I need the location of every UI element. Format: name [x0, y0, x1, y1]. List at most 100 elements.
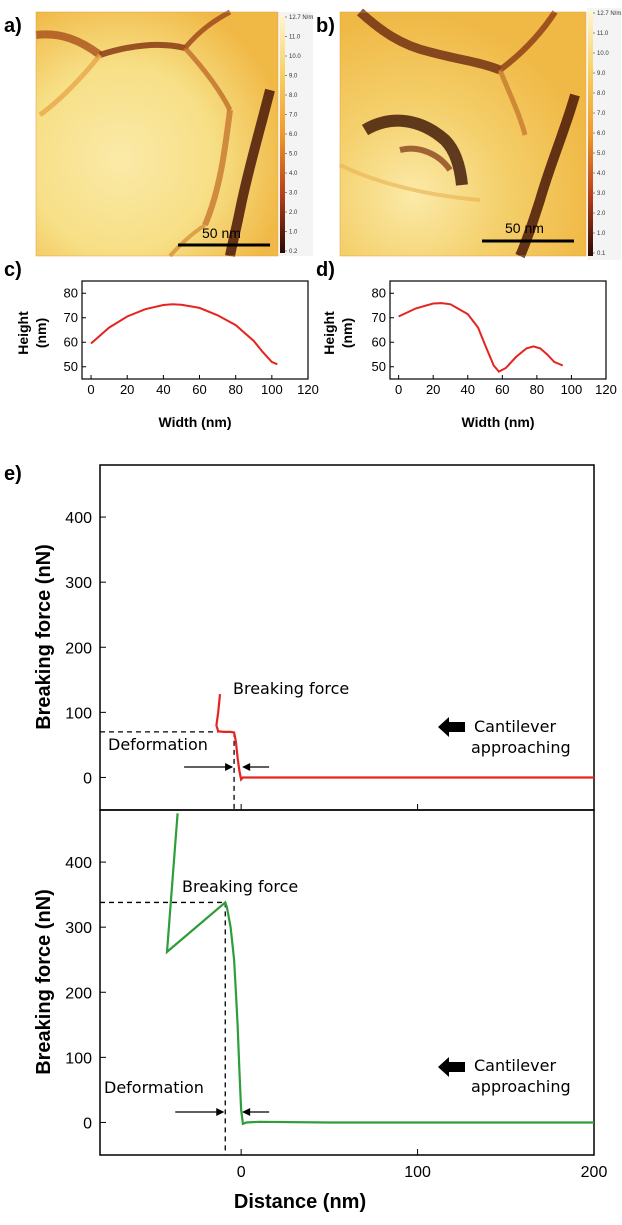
y-tick-label: 300	[65, 575, 92, 592]
chart-e-top: 0 100 200 300 400 Breaking force Deformation…	[33, 464, 595, 811]
chart-d: 0 20 40 60 80 100 120 50 60 70 80 Height (nm) Widt…	[321, 280, 617, 430]
colorbar-tick-label-a: 6.0	[289, 132, 298, 138]
y-axis-label-d-2: (nm)	[339, 318, 355, 348]
panel-label-c: c)	[4, 259, 22, 281]
x-tick-label: 120	[595, 382, 617, 397]
x-tick-label: 40	[461, 382, 475, 397]
y-tick-label: 0	[83, 1115, 92, 1132]
y-tick-label: 0	[83, 770, 92, 787]
deformation-annotation-bottom: Deformation	[104, 1078, 204, 1097]
colorbar-tick-label-a: 3.0	[289, 191, 298, 197]
x-tick-label: 100	[261, 382, 283, 397]
y-axis-label-e-top: Breaking force (nN)	[33, 544, 55, 730]
x-tick-label: 60	[495, 382, 509, 397]
y-axis-label-c-1: Height	[15, 311, 31, 355]
y-tick-label: 300	[65, 920, 92, 937]
colorbar-tick-label-b: 6.0	[597, 131, 606, 137]
deformation-annotation-top: Deformation	[108, 735, 208, 754]
y-axis-label-e-bottom: Breaking force (nN)	[33, 889, 55, 1075]
colorbar-tick-label-a: 9.0	[289, 74, 298, 80]
y-tick-label: 200	[65, 640, 92, 657]
colorbar-tick-label-a: 8.0	[289, 93, 298, 99]
colorbar-tick-label-a: 11.0	[289, 35, 301, 41]
breaking-force-annotation-bottom: Breaking force	[182, 877, 298, 896]
colorbar-tick-label-b: 5.0	[597, 151, 606, 157]
breaking-force-annotation-top: Breaking force	[233, 679, 349, 698]
approach-arrow-icon-bottom	[438, 1057, 465, 1077]
colorbar-tick-label-b: 11.0	[597, 31, 609, 37]
x-tick-label: 0	[87, 382, 94, 397]
colorbar-tick-label-b: 2.0	[597, 211, 606, 217]
colorbar-tick-label-b: 12.7 N/m	[597, 11, 621, 17]
afm-image-a	[35, 9, 279, 258]
colorbar-tick-label-b: 3.0	[597, 191, 606, 197]
arrowhead-icon	[216, 1108, 225, 1116]
scale-bar-label-a: 50 nm	[202, 225, 241, 241]
panel-label-e: e)	[4, 463, 22, 485]
colorbar-tick-label-a: 10.0	[289, 54, 301, 60]
colorbar-tick-label-b: 9.0	[597, 71, 606, 77]
colorbar-tick-label-b: 10.0	[597, 51, 609, 57]
x-tick-label: 100	[561, 382, 583, 397]
arrowhead-icon	[242, 1108, 251, 1116]
y-tick-label: 50	[372, 359, 386, 374]
y-tick-label: 400	[65, 510, 92, 527]
chart-e-bottom: 0 100 200 0 100 200 300 400 Breaking force Defo…	[33, 809, 608, 1213]
x-axis-label-d: Width (nm)	[462, 414, 535, 430]
y-tick-label: 80	[372, 285, 386, 300]
colorbar-tick-label-b: 7.0	[597, 111, 606, 117]
series-line-c	[90, 303, 278, 366]
colorbar-tick-label-a: 2.0	[289, 210, 298, 216]
x-tick-label: 0	[395, 382, 402, 397]
x-tick-label: 20	[120, 382, 134, 397]
colorbar-tick-label-a: 1.0	[289, 230, 298, 236]
x-tick-label: 80	[530, 382, 544, 397]
x-tick-label: 20	[426, 382, 440, 397]
y-tick-label: 70	[64, 310, 78, 325]
y-tick-label: 70	[372, 310, 386, 325]
y-tick-label: 400	[65, 855, 92, 872]
panel-label-d: d)	[316, 259, 335, 281]
x-axis-label-c: Width (nm)	[159, 414, 232, 430]
colorbar-b: 12.7 N/m 11.0 10.0 9.0 8.0 7.0 6.0 5.0 4.0 3.0 2.0…	[587, 8, 621, 260]
y-tick-label: 80	[64, 285, 78, 300]
colorbar-tick-label-a: 7.0	[289, 113, 298, 119]
cantilever-annotation-bottom-2: approaching	[471, 1077, 571, 1096]
colorbar-a: 12.7 N/m 11.0 10.0 9.0 8.0 7.0 6.0 5.0 4.0 3.0 2.0…	[279, 12, 313, 256]
x-tick-label: 200	[581, 1164, 608, 1181]
colorbar-tick-label-a: 12.7 N/m	[289, 15, 313, 21]
approach-arrow-icon-top	[438, 717, 465, 737]
y-tick-label: 100	[65, 705, 92, 722]
x-tick-label: 100	[404, 1164, 431, 1181]
y-tick-label: 60	[64, 334, 78, 349]
colorbar-tick-label-b: 0.1	[597, 251, 606, 257]
scale-bar-a: 50 nm	[178, 225, 270, 247]
panel-label-b: b)	[316, 15, 335, 37]
scale-bar-b: 50 nm	[482, 220, 574, 243]
y-axis-label-c-2: (nm)	[33, 318, 49, 348]
y-tick-label: 200	[65, 985, 92, 1002]
x-tick-label: 60	[192, 382, 206, 397]
cantilever-annotation-top-1: Cantilever	[474, 717, 556, 736]
y-tick-label: 100	[65, 1050, 92, 1067]
cantilever-annotation-top-2: approaching	[471, 738, 571, 757]
x-tick-label: 0	[237, 1164, 246, 1181]
afm-image-b	[339, 8, 587, 259]
cantilever-annotation-bottom-1: Cantilever	[474, 1056, 556, 1075]
colorbar-tick-label-a: 5.0	[289, 152, 298, 158]
colorbar-tick-label-a: 0.2	[289, 249, 298, 255]
scale-bar-label-b: 50 nm	[505, 220, 544, 236]
arrowhead-icon	[225, 763, 234, 771]
x-tick-label: 40	[156, 382, 170, 397]
series-line-e-bottom	[165, 813, 594, 1126]
y-axis-label-d-1: Height	[321, 311, 337, 355]
panel-label-a: a)	[4, 15, 22, 37]
chart-c: 0 20 40 60 80 100 120 50 60 70 80 Height (nm) Widt…	[15, 280, 319, 430]
x-tick-label: 120	[297, 382, 319, 397]
series-line-d	[398, 302, 564, 373]
colorbar-tick-label-b: 8.0	[597, 91, 606, 97]
arrowhead-icon	[242, 763, 251, 771]
x-tick-label: 80	[228, 382, 242, 397]
x-axis-label-e: Distance (nm)	[234, 1191, 366, 1213]
colorbar-tick-label-b: 4.0	[597, 171, 606, 177]
